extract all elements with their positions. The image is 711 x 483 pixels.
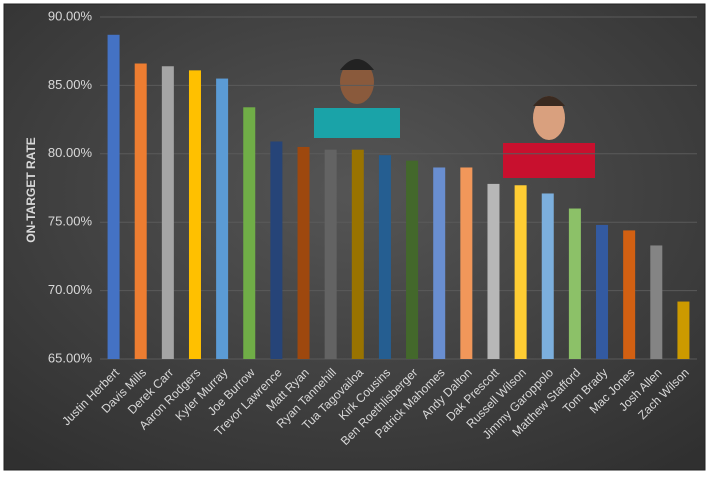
bar (324, 149, 337, 359)
bar (107, 34, 120, 360)
player-photo (503, 96, 595, 178)
bar (406, 160, 419, 359)
bar (650, 245, 663, 359)
y-tick-label: 70.00% (48, 282, 93, 297)
bar (161, 66, 174, 360)
bar (188, 70, 201, 360)
bar (596, 224, 609, 359)
bar (243, 107, 256, 360)
bar (460, 167, 473, 359)
bar (134, 63, 147, 360)
bar (677, 301, 690, 359)
bar (514, 185, 527, 359)
bar (487, 183, 500, 359)
bar (433, 167, 446, 359)
bar (270, 141, 283, 359)
bar (216, 78, 229, 359)
player-photo (314, 59, 400, 138)
y-tick-label: 80.00% (48, 145, 93, 160)
y-tick-label: 90.00% (48, 8, 93, 23)
bar (541, 193, 554, 359)
y-axis-title: ON-TARGET RATE (24, 137, 38, 243)
bar (623, 230, 636, 359)
y-tick-label: 65.00% (48, 350, 93, 365)
y-tick-label: 75.00% (48, 214, 93, 229)
bar (351, 149, 364, 359)
bar (568, 208, 581, 359)
bar (297, 146, 310, 359)
y-tick-label: 85.00% (48, 77, 93, 92)
bar (378, 155, 391, 359)
